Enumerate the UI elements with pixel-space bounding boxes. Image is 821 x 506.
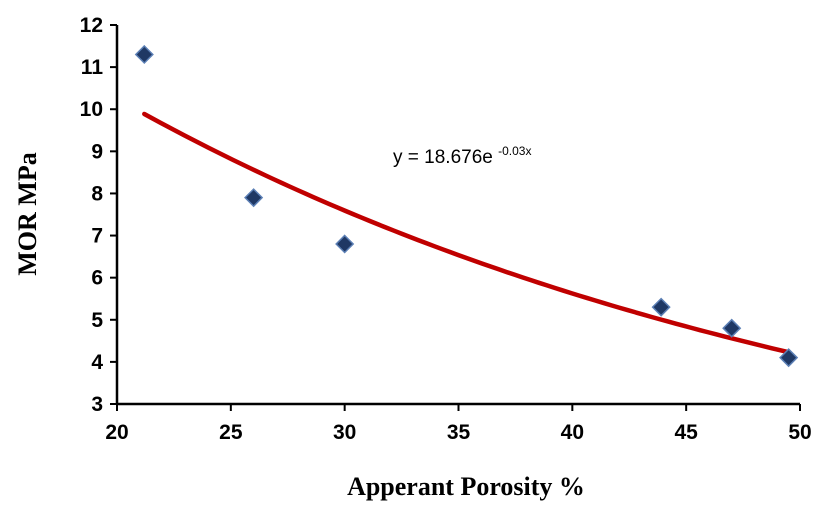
data-point [651, 297, 671, 317]
y-tick-label: 4 [91, 351, 103, 374]
trendline-equation: y = 18.676e -0.03x [393, 144, 531, 168]
x-tick-label: 35 [447, 421, 471, 444]
x-tick-label: 40 [561, 421, 584, 444]
x-tick-label: 30 [333, 421, 356, 444]
axes [110, 24, 801, 411]
x-tick-label: 50 [788, 421, 811, 444]
data-points [134, 44, 799, 368]
x-tick-label: 45 [674, 421, 698, 444]
y-tick-label: 3 [91, 393, 103, 416]
x-tick-label: 25 [219, 421, 243, 444]
y-tick-label: 5 [91, 309, 103, 332]
data-point [722, 318, 742, 338]
trendline-equation-exponent: -0.03x [498, 144, 531, 158]
data-point [134, 44, 154, 65]
data-point [244, 188, 264, 208]
y-tick-label: 10 [80, 98, 103, 121]
y-tick-label: 12 [80, 14, 103, 37]
data-point [779, 348, 799, 368]
y-axis-title: MOR MPa [13, 152, 42, 275]
y-tick-label: 8 [91, 182, 103, 205]
y-tick-label: 9 [91, 140, 103, 163]
y-tick-label: 6 [91, 267, 103, 290]
trendline-layer [142, 111, 791, 355]
trendline [142, 111, 791, 355]
y-tick-label: 7 [91, 225, 103, 248]
x-axis-title: Apperant Porosity % [347, 472, 585, 501]
data-point [335, 234, 355, 254]
y-tick-label: 11 [81, 56, 104, 79]
x-tick-label: 20 [105, 421, 128, 444]
trendline-equation-base: y = 18.676e [393, 147, 493, 168]
